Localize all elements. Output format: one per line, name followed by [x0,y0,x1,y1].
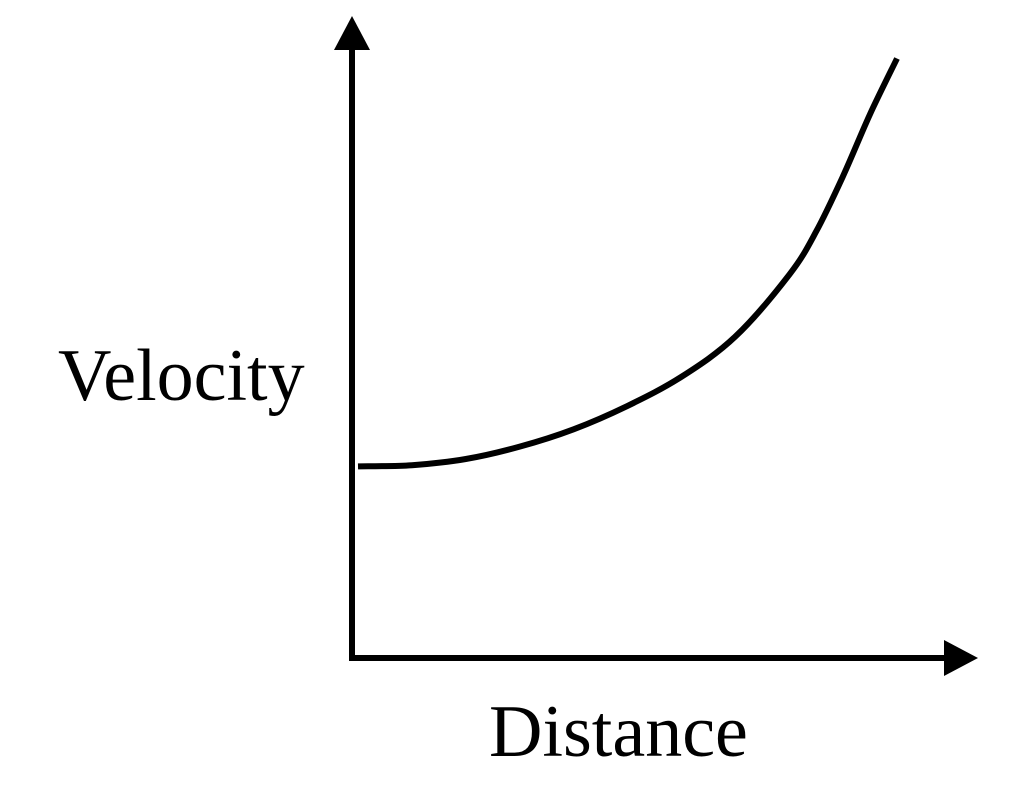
x-axis-arrowhead [944,640,978,676]
series-line [357,57,900,470]
y-axis-label: Velocity [58,335,305,417]
x-axis-label: Distance [489,691,748,773]
y-axis-arrowhead [334,16,370,50]
